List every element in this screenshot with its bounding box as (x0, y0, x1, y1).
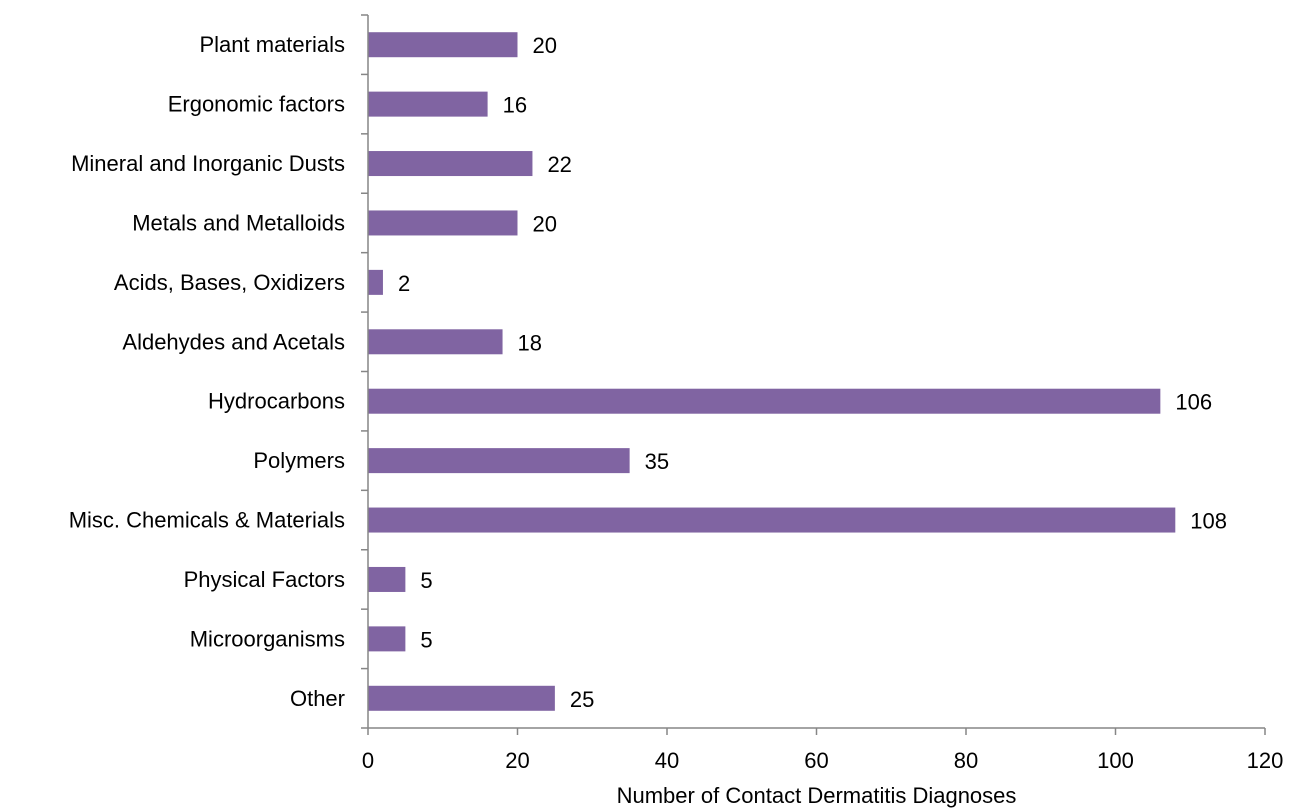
x-tick-label-20: 20 (505, 748, 529, 773)
bar-polymers (368, 448, 630, 474)
category-label-mineral-and-inorganic-dusts: Mineral and Inorganic Dusts (71, 151, 345, 176)
category-label-hydrocarbons: Hydrocarbons (208, 389, 345, 414)
data-label-other: 25 (570, 687, 594, 712)
data-label-misc-chemicals-materials: 108 (1190, 509, 1227, 534)
bar-mineral-and-inorganic-dusts (368, 151, 533, 177)
data-label-metals-and-metalloids: 20 (533, 211, 557, 236)
bar-other (368, 685, 555, 711)
category-label-acids-bases-oxidizers: Acids, Bases, Oxidizers (114, 270, 345, 295)
bar-microorganisms (368, 626, 406, 652)
data-label-aldehydes-and-acetals: 18 (518, 330, 542, 355)
bar-metals-and-metalloids (368, 210, 518, 236)
data-label-hydrocarbons: 106 (1175, 390, 1212, 415)
x-tick-label-0: 0 (362, 748, 374, 773)
bar-plant-materials (368, 32, 518, 58)
x-tick-label-120: 120 (1247, 748, 1284, 773)
bar-aldehydes-and-acetals (368, 329, 503, 355)
data-label-polymers: 35 (645, 449, 669, 474)
data-labels: 20 16 22 20 2 18 106 35 108 5 5 25 (398, 33, 1227, 712)
bars (368, 32, 1176, 711)
x-axis-ticks: 0 20 40 60 80 100 120 (361, 14, 1284, 773)
category-label-microorganisms: Microorganisms (190, 626, 345, 651)
data-label-ergonomic-factors: 16 (503, 93, 527, 118)
data-label-plant-materials: 20 (533, 33, 557, 58)
data-label-acids-bases-oxidizers: 2 (398, 271, 410, 296)
bar-misc-chemicals-materials (368, 507, 1176, 533)
bar-ergonomic-factors (368, 91, 488, 117)
x-axis-title: Number of Contact Dermatitis Diagnoses (617, 783, 1017, 808)
category-label-metals-and-metalloids: Metals and Metalloids (132, 210, 345, 235)
axes (367, 15, 1265, 729)
category-label-misc-chemicals-materials: Misc. Chemicals & Materials (69, 508, 345, 533)
category-label-polymers: Polymers (253, 448, 345, 473)
x-tick-label-40: 40 (655, 748, 679, 773)
category-label-physical-factors: Physical Factors (184, 567, 345, 592)
x-tick-label-100: 100 (1097, 748, 1134, 773)
data-label-mineral-and-inorganic-dusts: 22 (547, 152, 571, 177)
data-label-physical-factors: 5 (420, 568, 432, 593)
x-tick-label-60: 60 (804, 748, 828, 773)
category-label-ergonomic-factors: Ergonomic factors (168, 92, 345, 117)
bar-acids-bases-oxidizers (368, 269, 383, 295)
bar-physical-factors (368, 566, 406, 592)
category-label-other: Other (290, 686, 345, 711)
category-label-plant-materials: Plant materials (199, 32, 345, 57)
x-tick-label-80: 80 (954, 748, 978, 773)
category-labels: Plant materials Ergonomic factors Mineral … (69, 32, 345, 711)
data-label-microorganisms: 5 (420, 627, 432, 652)
category-label-aldehydes-and-acetals: Aldehydes and Acetals (122, 329, 345, 354)
bar-hydrocarbons (368, 388, 1161, 414)
